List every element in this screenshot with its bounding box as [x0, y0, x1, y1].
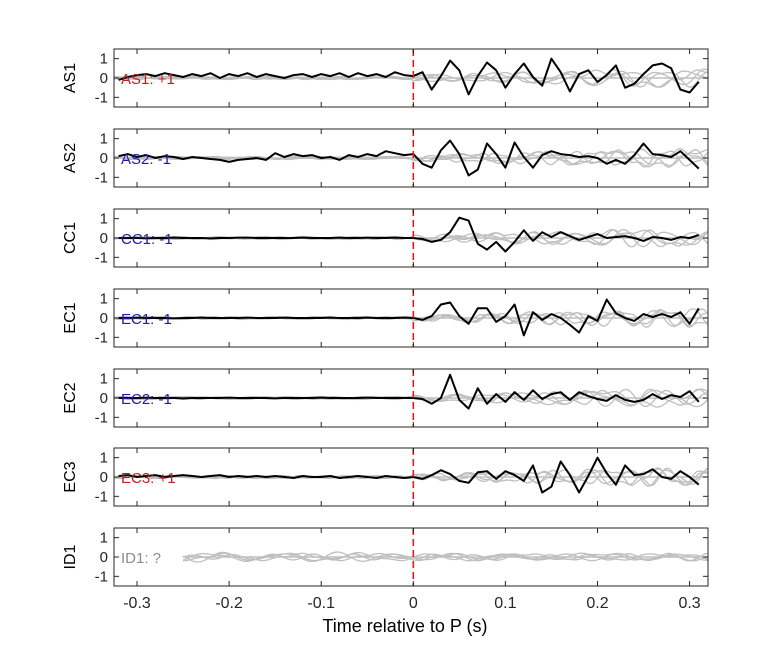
y-tick-label: 1 [100, 371, 108, 388]
plot-area [114, 456, 708, 494]
y-axis-label: ID1 [62, 544, 79, 569]
polarity-label: EC1: -1 [121, 311, 172, 328]
y-tick-label: 1 [100, 131, 108, 148]
plot-area [114, 216, 708, 253]
series-line-ec2 [118, 373, 700, 410]
x-tick-label: 0 [409, 595, 418, 612]
y-tick-label: -1 [95, 169, 108, 186]
panel-ec2: 1 0 -1 EC2 EC2: -1 [62, 368, 709, 428]
y-axis-label: EC1 [62, 302, 79, 333]
plot-area [182, 551, 708, 563]
y-tick-label: 1 [100, 291, 108, 308]
panel-as2: 1 0 -1 AS2 AS2: -1 [62, 128, 709, 188]
y-axis-label: EC3 [62, 461, 79, 492]
y-tick-label: -1 [95, 249, 108, 266]
polarity-label: AS1: +1 [121, 71, 175, 88]
series-line-ec1 [118, 298, 700, 337]
y-tick-label: -1 [95, 409, 108, 426]
polarity-label: CC1: -1 [121, 231, 173, 248]
y-tick-label: -1 [95, 329, 108, 346]
series-line-as2 [118, 139, 700, 177]
x-tick-label: -0.3 [123, 595, 151, 612]
y-tick-label: -1 [95, 89, 108, 106]
y-tick-label: 0 [100, 70, 108, 87]
x-tick-label: 0.3 [678, 595, 700, 612]
x-axis: -0.3 -0.2 -0.1 0 0.1 0.2 0.3 [123, 595, 701, 612]
series-line-as1 [118, 57, 700, 96]
y-tick-label: 1 [100, 211, 108, 228]
polarity-label: AS2: -1 [121, 151, 171, 168]
y-axis-label: AS1 [62, 63, 79, 93]
plot-area [114, 298, 708, 337]
panels-group: 1 0 -1 AS1 AS1: +1 1 0 -1 AS2 AS2: -1 1 0 -1 CC1 CC1: … [62, 48, 709, 587]
y-tick-label: -1 [95, 568, 108, 585]
plot-area [114, 139, 708, 177]
panel-ec1: 1 0 -1 EC1 EC1: -1 [62, 288, 709, 348]
panel-id1: 1 0 -1 ID1 ID1: ? [62, 527, 709, 587]
polarity-label: EC3: +1 [121, 470, 176, 487]
x-tick-label: 0.1 [494, 595, 516, 612]
y-tick-label: 0 [100, 390, 108, 407]
y-axis-label: EC2 [62, 382, 79, 413]
polarity-label: EC2: -1 [121, 391, 172, 408]
panel-cc1: 1 0 -1 CC1 CC1: -1 [62, 208, 709, 268]
y-axis-label: CC1 [62, 222, 79, 254]
y-tick-label: 1 [100, 450, 108, 467]
y-tick-label: 0 [100, 469, 108, 486]
y-tick-label: -1 [95, 488, 108, 505]
y-axis-label: AS2 [62, 143, 79, 173]
x-tick-label: -0.2 [215, 595, 243, 612]
y-tick-label: 0 [100, 310, 108, 327]
x-axis-label: Time relative to P (s) [322, 616, 487, 636]
plot-area [114, 373, 708, 410]
polarity-label: ID1: ? [121, 550, 161, 567]
background-trace [182, 551, 708, 563]
panel-ec3: 1 0 -1 EC3 EC3: +1 [62, 447, 709, 507]
y-tick-label: 1 [100, 530, 108, 547]
plot-area [114, 57, 708, 96]
x-tick-label: 0.2 [586, 595, 608, 612]
panel-as1: 1 0 -1 AS1 AS1: +1 [62, 48, 709, 108]
y-tick-label: 1 [100, 51, 108, 68]
x-tick-label: -0.1 [307, 595, 335, 612]
series-line-cc1 [118, 216, 700, 253]
series-line-ec3 [118, 456, 700, 494]
y-tick-label: 0 [100, 150, 108, 167]
y-tick-label: 0 [100, 230, 108, 247]
y-tick-label: 0 [100, 549, 108, 566]
